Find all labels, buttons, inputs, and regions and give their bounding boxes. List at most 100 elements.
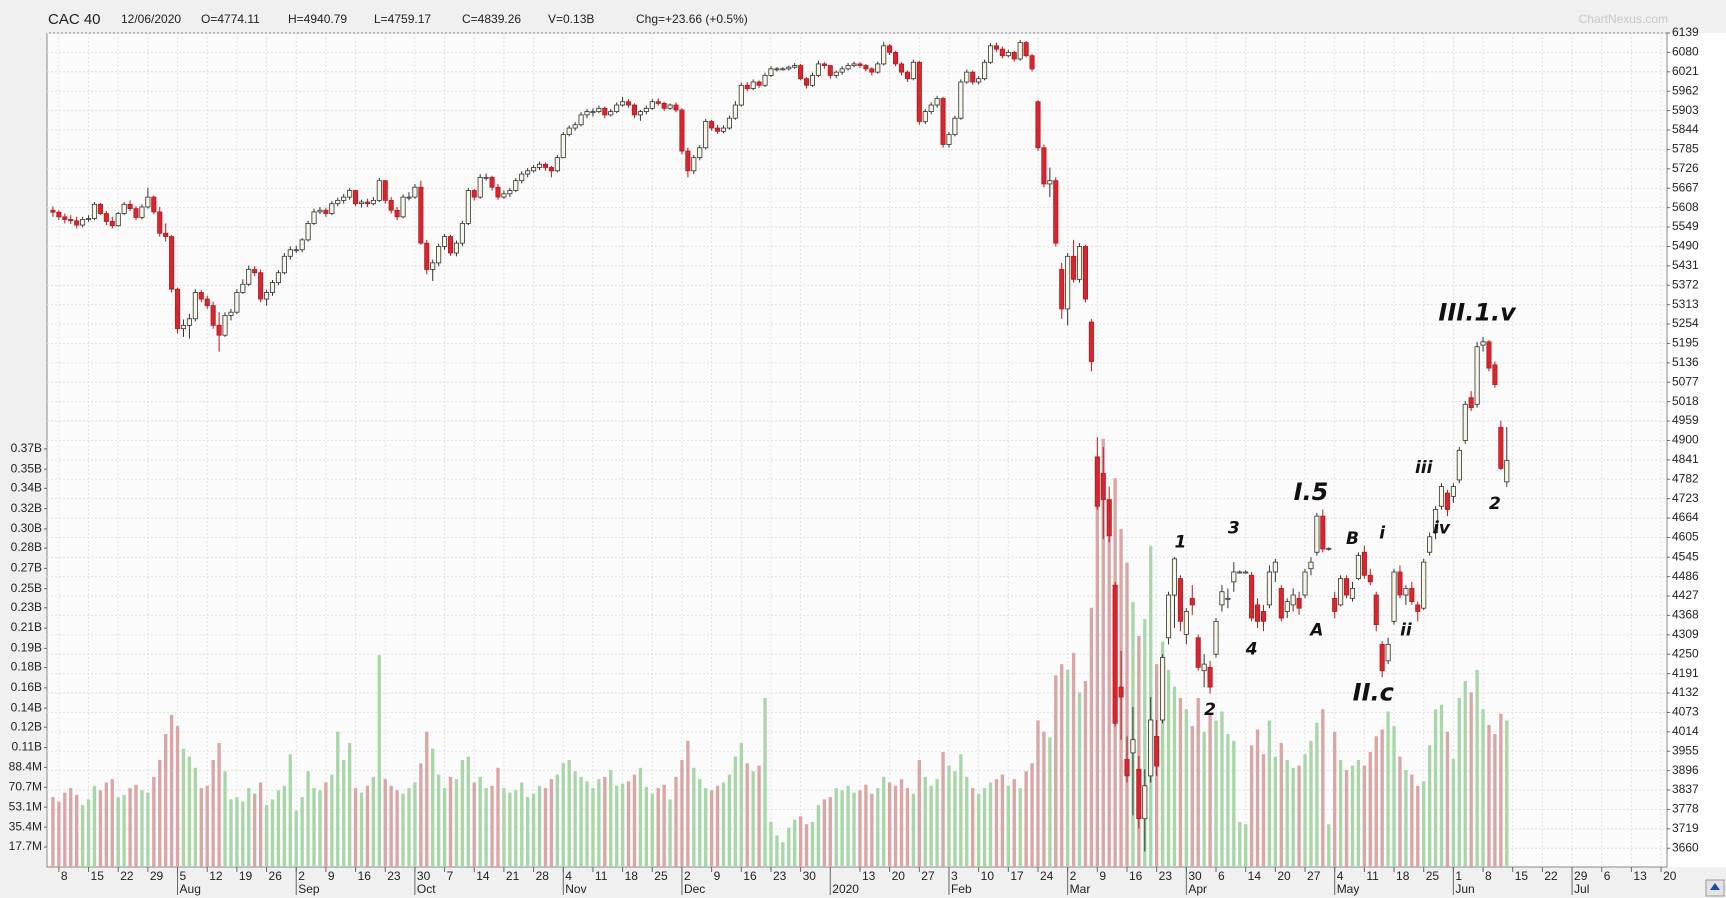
candle-body: [1124, 759, 1130, 777]
volume-bar: [1089, 607, 1094, 867]
x-tick-label: 1: [1455, 869, 1462, 883]
candle-body: [1130, 739, 1136, 754]
candle-body: [1023, 42, 1029, 57]
volume-bar: [662, 784, 666, 867]
volume-bar: [1107, 528, 1111, 867]
volume-bar: [276, 790, 281, 867]
candle-body: [109, 221, 115, 227]
candle-body: [661, 102, 667, 109]
y-tick-label: 4014: [1672, 724, 1699, 738]
candle-body: [1017, 42, 1023, 60]
candle-body: [1367, 574, 1373, 583]
candle-body: [1213, 620, 1219, 655]
volume-bar: [1327, 824, 1331, 867]
volume-bar: [98, 790, 103, 867]
candle-body: [1231, 571, 1237, 583]
volume-bar: [1226, 734, 1230, 867]
volume-bar: [709, 790, 714, 867]
candle-body: [548, 167, 554, 172]
volume-bar: [1232, 740, 1236, 867]
candle-body: [893, 52, 899, 65]
header-open: O=4774.11: [201, 12, 260, 26]
volume-bar: [336, 731, 340, 867]
candle-body: [970, 71, 976, 83]
volume-bar: [953, 771, 957, 867]
month-label: Mar: [1070, 882, 1091, 896]
volume-bar: [769, 821, 773, 867]
candle-body: [709, 121, 715, 129]
candle-body: [590, 111, 596, 113]
y2-tick-label: 0.30B: [11, 521, 42, 535]
candles: [50, 39, 1510, 852]
candle-body: [845, 65, 851, 70]
candle-body: [465, 190, 471, 224]
candle-body: [62, 216, 68, 220]
candle-body: [1385, 643, 1391, 662]
volume-bar: [680, 759, 684, 867]
x-tick-label: 2: [298, 869, 305, 883]
candle-body: [679, 109, 685, 152]
volume-bar: [609, 770, 613, 867]
y2-tick-label: 0.11B: [12, 740, 42, 754]
volume-bar: [615, 785, 619, 867]
volume-bar: [959, 754, 963, 867]
scroll-button[interactable]: [1705, 879, 1725, 897]
volume-bar: [146, 792, 150, 867]
x-tick-label: 8: [61, 869, 68, 883]
candle-body: [685, 150, 691, 172]
candle-body: [542, 163, 548, 168]
volume-bar: [1172, 686, 1177, 867]
candle-body: [584, 111, 590, 116]
volume-bar: [229, 799, 233, 867]
volume-bar: [1451, 758, 1456, 867]
volume-bar: [1030, 763, 1034, 867]
volume-bar: [650, 793, 654, 867]
candle-body: [1498, 426, 1504, 469]
candle-body: [459, 223, 465, 244]
volume-bar: [1006, 785, 1010, 867]
y2-tick-label: 0.25B: [11, 581, 42, 595]
candle-body: [1237, 571, 1243, 574]
candle-body: [691, 157, 697, 172]
candle-body: [91, 203, 98, 219]
candle-body: [1183, 611, 1189, 635]
volume-bar: [104, 782, 109, 867]
candle-body: [483, 176, 489, 179]
candle-body: [732, 104, 738, 119]
candle-body: [1082, 246, 1088, 300]
candle-body: [987, 45, 994, 63]
volume-bar: [1196, 697, 1200, 867]
x-tick-label: 18: [625, 869, 639, 883]
volume-bar: [798, 816, 803, 867]
candle-body: [566, 127, 572, 136]
x-tick-label: 26: [269, 869, 283, 883]
volume-bar: [988, 782, 993, 867]
x-tick-label: 11: [595, 869, 608, 883]
volume-bar: [1208, 714, 1212, 867]
y-tick-label: 5254: [1672, 316, 1699, 330]
volume-bar: [591, 788, 595, 867]
candle-body: [1326, 547, 1332, 550]
candle-body: [275, 272, 281, 284]
candle-body: [1355, 555, 1361, 579]
candle-body: [667, 104, 673, 109]
volume-bar: [199, 788, 203, 867]
candle-body: [341, 196, 347, 201]
volume-bar: [193, 767, 198, 867]
volume-bar: [1321, 709, 1325, 867]
y-tick-label: 5726: [1672, 161, 1699, 175]
candle-body: [715, 127, 721, 132]
annotation: ii: [1400, 621, 1413, 641]
volume-bar: [389, 785, 393, 867]
candle-body: [311, 211, 317, 224]
volume-bar: [1285, 759, 1289, 867]
scroll-arrow[interactable]: [1710, 883, 1720, 890]
volume-bar: [1160, 641, 1165, 867]
volume-bar: [448, 776, 453, 867]
volume-bar: [383, 779, 387, 867]
month-label: Apr: [1188, 882, 1207, 896]
volume-bar: [484, 788, 488, 867]
candle-body: [151, 196, 157, 213]
y-tick-label: 5136: [1672, 355, 1699, 369]
